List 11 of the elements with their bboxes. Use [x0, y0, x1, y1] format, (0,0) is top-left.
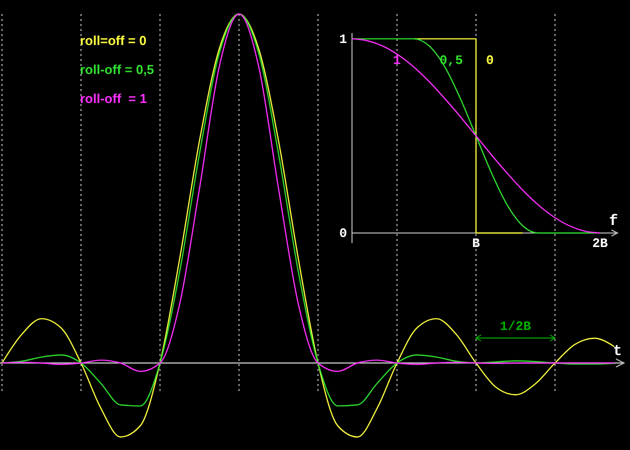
text: roll-off = 0,5 — [80, 62, 154, 77]
x-tick-label: 2B — [592, 236, 608, 251]
x-axis-title: f — [608, 213, 618, 230]
x-tick-label: B — [472, 236, 480, 251]
series-label: 1 — [393, 53, 401, 68]
text: roll=off = 0 — [80, 33, 146, 48]
x-axis-title: t — [612, 343, 622, 360]
series-label: 0 — [486, 53, 494, 68]
line-series — [351, 38, 601, 234]
annotation: 1/2B — [500, 319, 532, 334]
text: roll-off = 1 — [80, 91, 147, 106]
